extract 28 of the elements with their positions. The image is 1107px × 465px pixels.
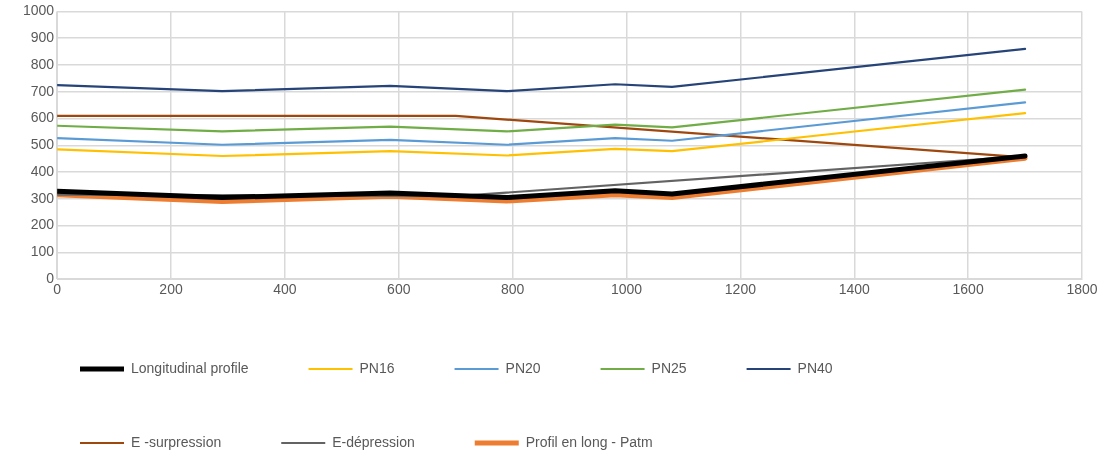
legend-label: E-dépression (332, 433, 415, 450)
x-tick-label: 400 (273, 281, 297, 298)
x-tick-label: 1200 (724, 281, 757, 298)
x-tick-label: 600 (387, 281, 411, 298)
legend-label: PN40 (797, 359, 833, 376)
x-tick-label: 200 (159, 281, 183, 298)
y-tick-label: 700 (30, 82, 55, 99)
y-tick-label: 900 (30, 29, 55, 46)
y-tick-label: 800 (30, 55, 55, 72)
y-tick-label: 300 (30, 189, 55, 206)
x-tick-label: 800 (500, 281, 525, 298)
legend-label: E -surpression (131, 433, 222, 450)
legend-label: Profil en long - Patm (525, 433, 653, 450)
y-tick-label: 400 (30, 162, 55, 179)
legend-label: PN16 (359, 359, 395, 376)
x-tick-label: 1600 (952, 281, 984, 298)
legend-label: Longitudinal profile (131, 359, 249, 376)
legend-label: PN25 (651, 359, 687, 376)
y-tick-label: 600 (30, 109, 55, 126)
x-tick-label: 1400 (838, 281, 871, 298)
y-tick-label: 100 (30, 243, 55, 260)
y-tick-label: 200 (30, 216, 55, 233)
x-tick-label: 1800 (1066, 281, 1098, 298)
y-tick-label: 0 (46, 270, 55, 287)
x-tick-label: 1000 (610, 281, 643, 298)
y-tick-label: 500 (30, 136, 55, 153)
y-tick-label: 1000 (22, 2, 55, 19)
legend-label: PN20 (505, 359, 541, 376)
